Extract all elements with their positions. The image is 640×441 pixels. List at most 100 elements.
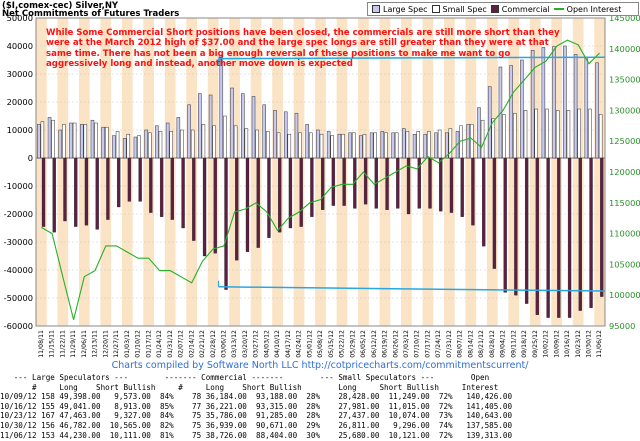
bar-small-spec: [83, 124, 88, 159]
x-tick-label: 05/29/12: [349, 330, 356, 358]
x-tick-label: 06/26/12: [392, 330, 399, 358]
y-tick-label: 30000: [7, 69, 33, 79]
x-tick-label: 01/17/12: [145, 330, 152, 358]
credit-line: Charts compiled by Software North LLC ht…: [111, 360, 529, 371]
bar-commercial: [363, 157, 368, 205]
bar-small-spec: [534, 108, 538, 159]
bar-large-spec: [359, 135, 363, 159]
bar-commercial: [224, 157, 228, 290]
band: [57, 18, 69, 326]
bar-small-spec: [255, 129, 259, 159]
x-tick-label: 01/03/12: [124, 330, 131, 358]
bar-large-spec: [520, 59, 524, 159]
bar-small-spec: [330, 135, 335, 159]
bar-commercial: [267, 157, 271, 238]
bar-large-spec: [133, 136, 138, 159]
legend-label-small-spec: Small Spec: [442, 4, 487, 14]
legend-swatch-small-spec: [431, 5, 440, 13]
y-tick-label: -30000: [4, 237, 33, 247]
bar-commercial: [170, 157, 174, 220]
bar-commercial: [149, 157, 153, 213]
bar-commercial: [460, 157, 464, 217]
x-tick-label: 07/31/12: [446, 330, 453, 358]
y2-tick-label: 105000: [609, 259, 640, 269]
bar-commercial: [535, 157, 540, 315]
bar-small-spec: [105, 126, 109, 159]
x-tick-label: 02/14/12: [188, 330, 195, 358]
bar-large-spec: [337, 133, 342, 159]
band: [164, 18, 176, 326]
band: [594, 18, 605, 326]
bar-commercial: [181, 157, 185, 229]
x-axis: 11/08/11 11/15/11 11/22/11 11/29/11 12/06/11…: [38, 330, 603, 358]
bar-large-spec: [348, 132, 352, 159]
bar-small-spec: [373, 132, 377, 159]
y2-tick-label: 130000: [609, 105, 640, 115]
bar-large-spec: [219, 55, 224, 159]
bar-commercial: [557, 157, 561, 318]
bar-commercial: [331, 157, 336, 206]
x-tick-label: 12/06/11: [81, 330, 88, 358]
y-tick-label: 40000: [7, 41, 33, 51]
band: [272, 18, 283, 326]
x-tick-label: 04/03/12: [263, 330, 270, 358]
bar-large-spec: [187, 104, 191, 159]
bar-small-spec: [148, 132, 152, 159]
table-header: --- Large Speculators --- ------- Commer…: [0, 373, 490, 382]
band: [465, 18, 477, 326]
x-tick-label: 04/10/12: [274, 330, 281, 358]
bar-small-spec: [555, 110, 560, 159]
y2-tick-label: 120000: [609, 167, 640, 177]
bar-commercial: [84, 157, 89, 226]
band: [508, 18, 520, 326]
bar-small-spec: [577, 108, 581, 159]
annotation-trendlines: [217, 56, 606, 292]
x-tick-label: 09/04/12: [500, 330, 507, 358]
bar-commercial: [310, 157, 314, 217]
x-tick-label: 11/15/11: [49, 330, 56, 358]
bars: [37, 45, 604, 318]
bar-commercial: [589, 157, 593, 308]
bar-large-spec: [58, 129, 63, 159]
bar-large-spec: [445, 132, 449, 159]
bar-small-spec: [201, 124, 206, 159]
x-tick-label: 02/28/12: [210, 330, 217, 358]
bar-small-spec: [137, 135, 141, 159]
band: [250, 18, 262, 326]
x-tick-label: 06/12/12: [371, 330, 378, 358]
bar-large-spec: [498, 66, 503, 159]
x-tick-label: 11/29/11: [70, 330, 77, 358]
bar-commercial: [288, 157, 293, 229]
bar-commercial: [600, 157, 604, 297]
bar-commercial: [159, 157, 164, 217]
table-row: 11/06/12 153 44,230.00 10,111.00 81% 75 …: [0, 430, 513, 440]
y-tick-label: -10000: [4, 181, 33, 191]
x-tick-label: 04/24/12: [296, 330, 303, 358]
bar-large-spec: [391, 132, 395, 159]
x-tick-label: 05/08/12: [317, 330, 324, 358]
bar-large-spec: [101, 126, 105, 159]
plot-frame: [35, 17, 606, 327]
table-row: 10/16/12 155 49,041.00 8,913.00 85% 77 3…: [0, 401, 513, 411]
bar-large-spec: [563, 45, 567, 159]
y-tick-label: 10000: [7, 125, 33, 135]
band: [486, 18, 498, 326]
bar-small-spec: [362, 133, 367, 159]
bar-commercial: [138, 157, 142, 202]
band: [443, 18, 455, 326]
right-axis: 145000 140000 135000 130000 125000 120000 1150…: [609, 13, 640, 331]
legend-commercial: Commercial: [490, 5, 550, 14]
x-tick-label: 07/24/12: [435, 330, 442, 358]
x-tick-label: 02/07/12: [178, 330, 185, 358]
bar-large-spec: [90, 119, 95, 159]
x-tick-label: 05/15/12: [328, 330, 335, 358]
band: [315, 18, 326, 326]
bar-small-spec: [126, 133, 131, 159]
bar-commercial: [524, 157, 529, 304]
bar-commercial: [202, 157, 207, 257]
band: [186, 18, 198, 326]
x-tick-label: 12/13/11: [92, 330, 99, 358]
open-interest-line: [41, 39, 600, 320]
bar-small-spec: [266, 131, 270, 159]
